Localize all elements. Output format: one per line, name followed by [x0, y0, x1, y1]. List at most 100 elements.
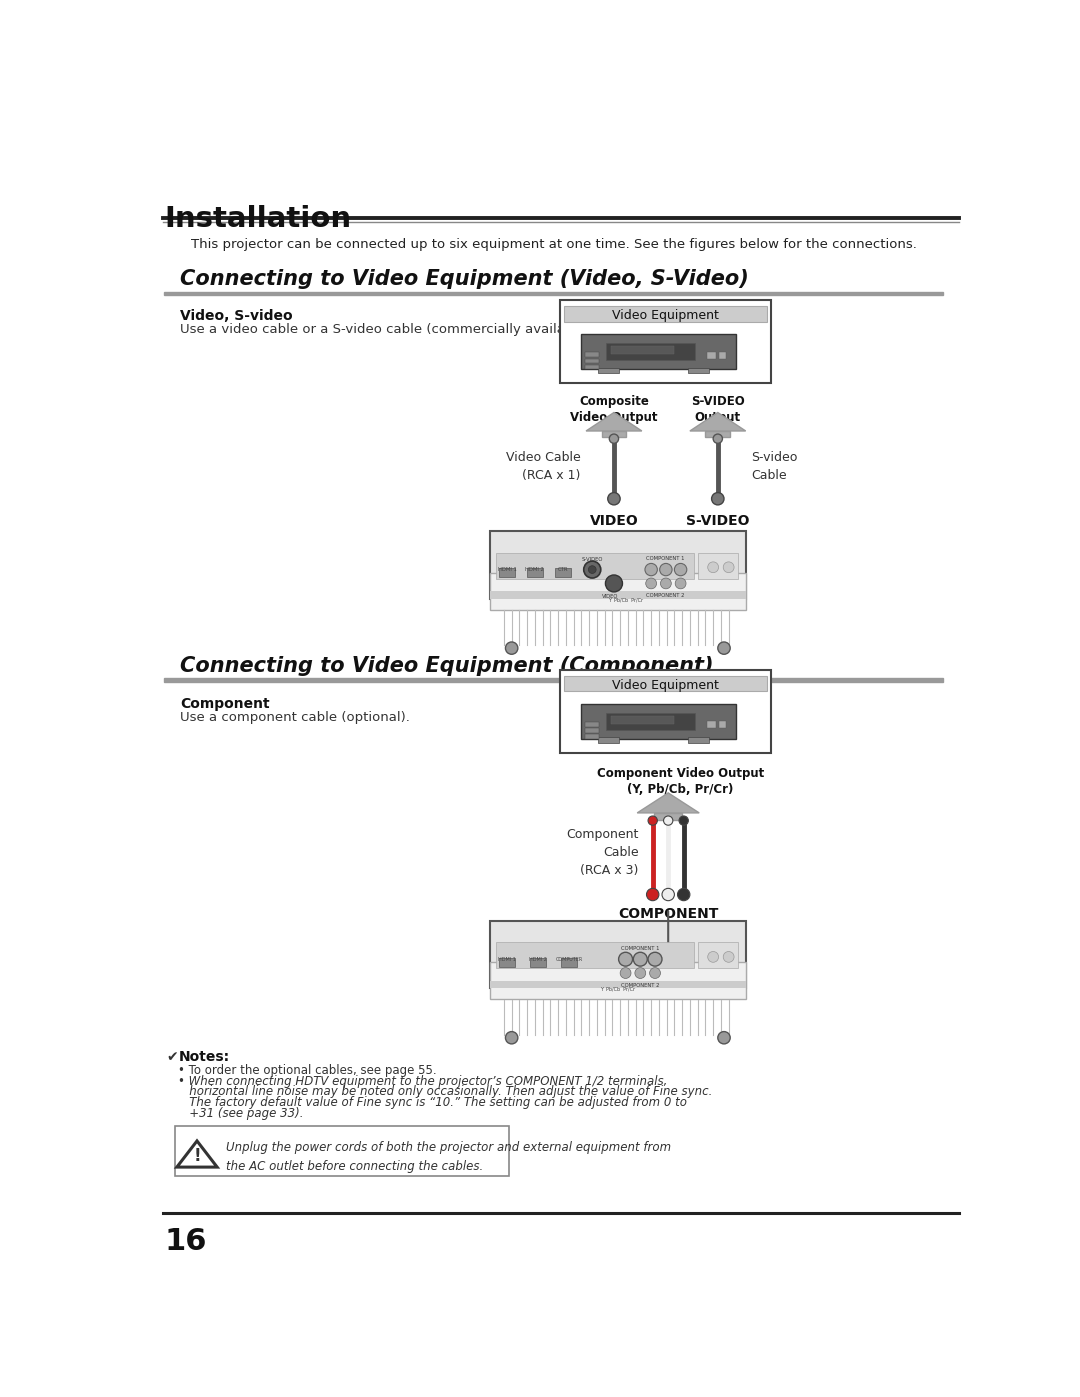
Bar [585, 722, 599, 726]
Text: ✔: ✔ [166, 1051, 177, 1065]
Circle shape [649, 968, 661, 978]
Bar [490, 921, 745, 989]
Bar [175, 1126, 509, 1176]
Text: HDMI 2: HDMI 2 [529, 957, 546, 963]
Text: Notes:: Notes: [178, 1051, 230, 1065]
Bar [490, 963, 745, 999]
Circle shape [718, 1031, 730, 1044]
Bar [530, 958, 545, 967]
Text: HDMI 2: HDMI 2 [526, 567, 544, 573]
Text: COMPONENT 2: COMPONENT 2 [646, 594, 685, 598]
Circle shape [645, 563, 658, 576]
Bar [499, 958, 515, 967]
Bar [606, 712, 696, 729]
Bar [490, 573, 745, 609]
Bar [698, 553, 738, 578]
Circle shape [707, 951, 718, 963]
Bar [164, 292, 943, 295]
Circle shape [713, 434, 723, 443]
Circle shape [707, 562, 718, 573]
Text: Video, S-video: Video, S-video [180, 309, 293, 323]
Bar [718, 352, 727, 359]
Bar [718, 721, 727, 728]
Bar [527, 569, 542, 577]
Text: This projector can be connected up to six equipment at one time. See the figures: This projector can be connected up to si… [191, 239, 917, 251]
Text: HDMI 1: HDMI 1 [498, 957, 516, 963]
Text: 16: 16 [164, 1227, 207, 1256]
Text: +31 (see page 33).: +31 (see page 33). [178, 1106, 303, 1120]
Polygon shape [602, 432, 626, 437]
Bar [490, 591, 745, 599]
Circle shape [505, 643, 517, 654]
Text: S-video
Cable: S-video Cable [751, 451, 797, 482]
Bar [555, 569, 570, 577]
Circle shape [663, 816, 673, 826]
Text: S-VIDEO: S-VIDEO [581, 557, 603, 562]
Bar [585, 359, 599, 363]
Bar [499, 569, 515, 577]
Polygon shape [177, 1141, 217, 1166]
Text: Composite
Video Output: Composite Video Output [570, 395, 658, 423]
Circle shape [589, 566, 596, 573]
Bar [707, 721, 716, 728]
Bar [611, 715, 674, 724]
Text: VIDEO: VIDEO [602, 594, 618, 599]
Text: Installation: Installation [164, 204, 352, 232]
Circle shape [724, 951, 734, 963]
Bar [564, 676, 767, 692]
Circle shape [583, 562, 600, 578]
Bar [585, 735, 599, 739]
Bar [496, 942, 693, 968]
Text: Video Equipment: Video Equipment [611, 679, 718, 692]
Text: Y  Pb/Cb  Pr/Cr: Y Pb/Cb Pr/Cr [608, 598, 643, 602]
Bar [581, 704, 737, 739]
Bar [559, 300, 770, 383]
Circle shape [662, 888, 674, 901]
Polygon shape [637, 793, 699, 813]
Bar [490, 981, 745, 989]
Circle shape [646, 578, 657, 588]
Text: Connecting to Video Equipment (Component): Connecting to Video Equipment (Component… [180, 655, 714, 676]
Text: COMPONENT 1: COMPONENT 1 [646, 556, 685, 562]
Text: HDMI 1: HDMI 1 [498, 567, 516, 573]
Bar [585, 728, 599, 733]
Bar [490, 531, 745, 599]
Circle shape [619, 953, 633, 967]
Circle shape [679, 816, 688, 826]
Text: The factory default value of Fine sync is “10.” The setting can be adjusted from: The factory default value of Fine sync i… [178, 1097, 687, 1109]
Bar [559, 669, 770, 753]
Text: Component: Component [180, 697, 270, 711]
Circle shape [674, 563, 687, 576]
Circle shape [661, 578, 672, 588]
Bar [585, 352, 599, 358]
Text: Video Cable
(RCA x 1): Video Cable (RCA x 1) [505, 451, 581, 482]
Text: S-VIDEO
Output: S-VIDEO Output [691, 395, 745, 423]
Bar [164, 678, 943, 682]
Bar [698, 942, 738, 968]
Bar [496, 553, 693, 578]
Text: COMPONENT: COMPONENT [618, 907, 718, 921]
Circle shape [633, 953, 647, 967]
Bar [564, 306, 767, 321]
Bar [688, 367, 708, 373]
Bar [707, 352, 716, 359]
Circle shape [712, 493, 724, 504]
Circle shape [505, 1031, 517, 1044]
Polygon shape [690, 412, 745, 432]
Text: Connecting to Video Equipment (Video, S-Video): Connecting to Video Equipment (Video, S-… [180, 270, 748, 289]
Bar [598, 738, 619, 743]
Circle shape [675, 578, 686, 588]
Text: Use a component cable (optional).: Use a component cable (optional). [180, 711, 409, 724]
Circle shape [718, 643, 730, 654]
Text: COMPUTER: COMPUTER [555, 957, 582, 963]
Circle shape [647, 888, 659, 901]
Text: • When connecting HDTV equipment to the projector’s COMPONENT 1/2 terminals,: • When connecting HDTV equipment to the … [178, 1074, 667, 1088]
Text: Unplug the power cords of both the projector and external equipment from
the AC : Unplug the power cords of both the proje… [227, 1141, 672, 1173]
Text: S-VIDEO: S-VIDEO [686, 514, 750, 528]
Circle shape [677, 888, 690, 901]
Bar [611, 346, 674, 353]
Text: • To order the optional cables, see page 55.: • To order the optional cables, see page… [178, 1065, 437, 1077]
Text: VIDEO: VIDEO [590, 514, 638, 528]
Circle shape [609, 434, 619, 443]
Text: Y  Pb/Cb  Pr/Cr: Y Pb/Cb Pr/Cr [600, 986, 635, 992]
